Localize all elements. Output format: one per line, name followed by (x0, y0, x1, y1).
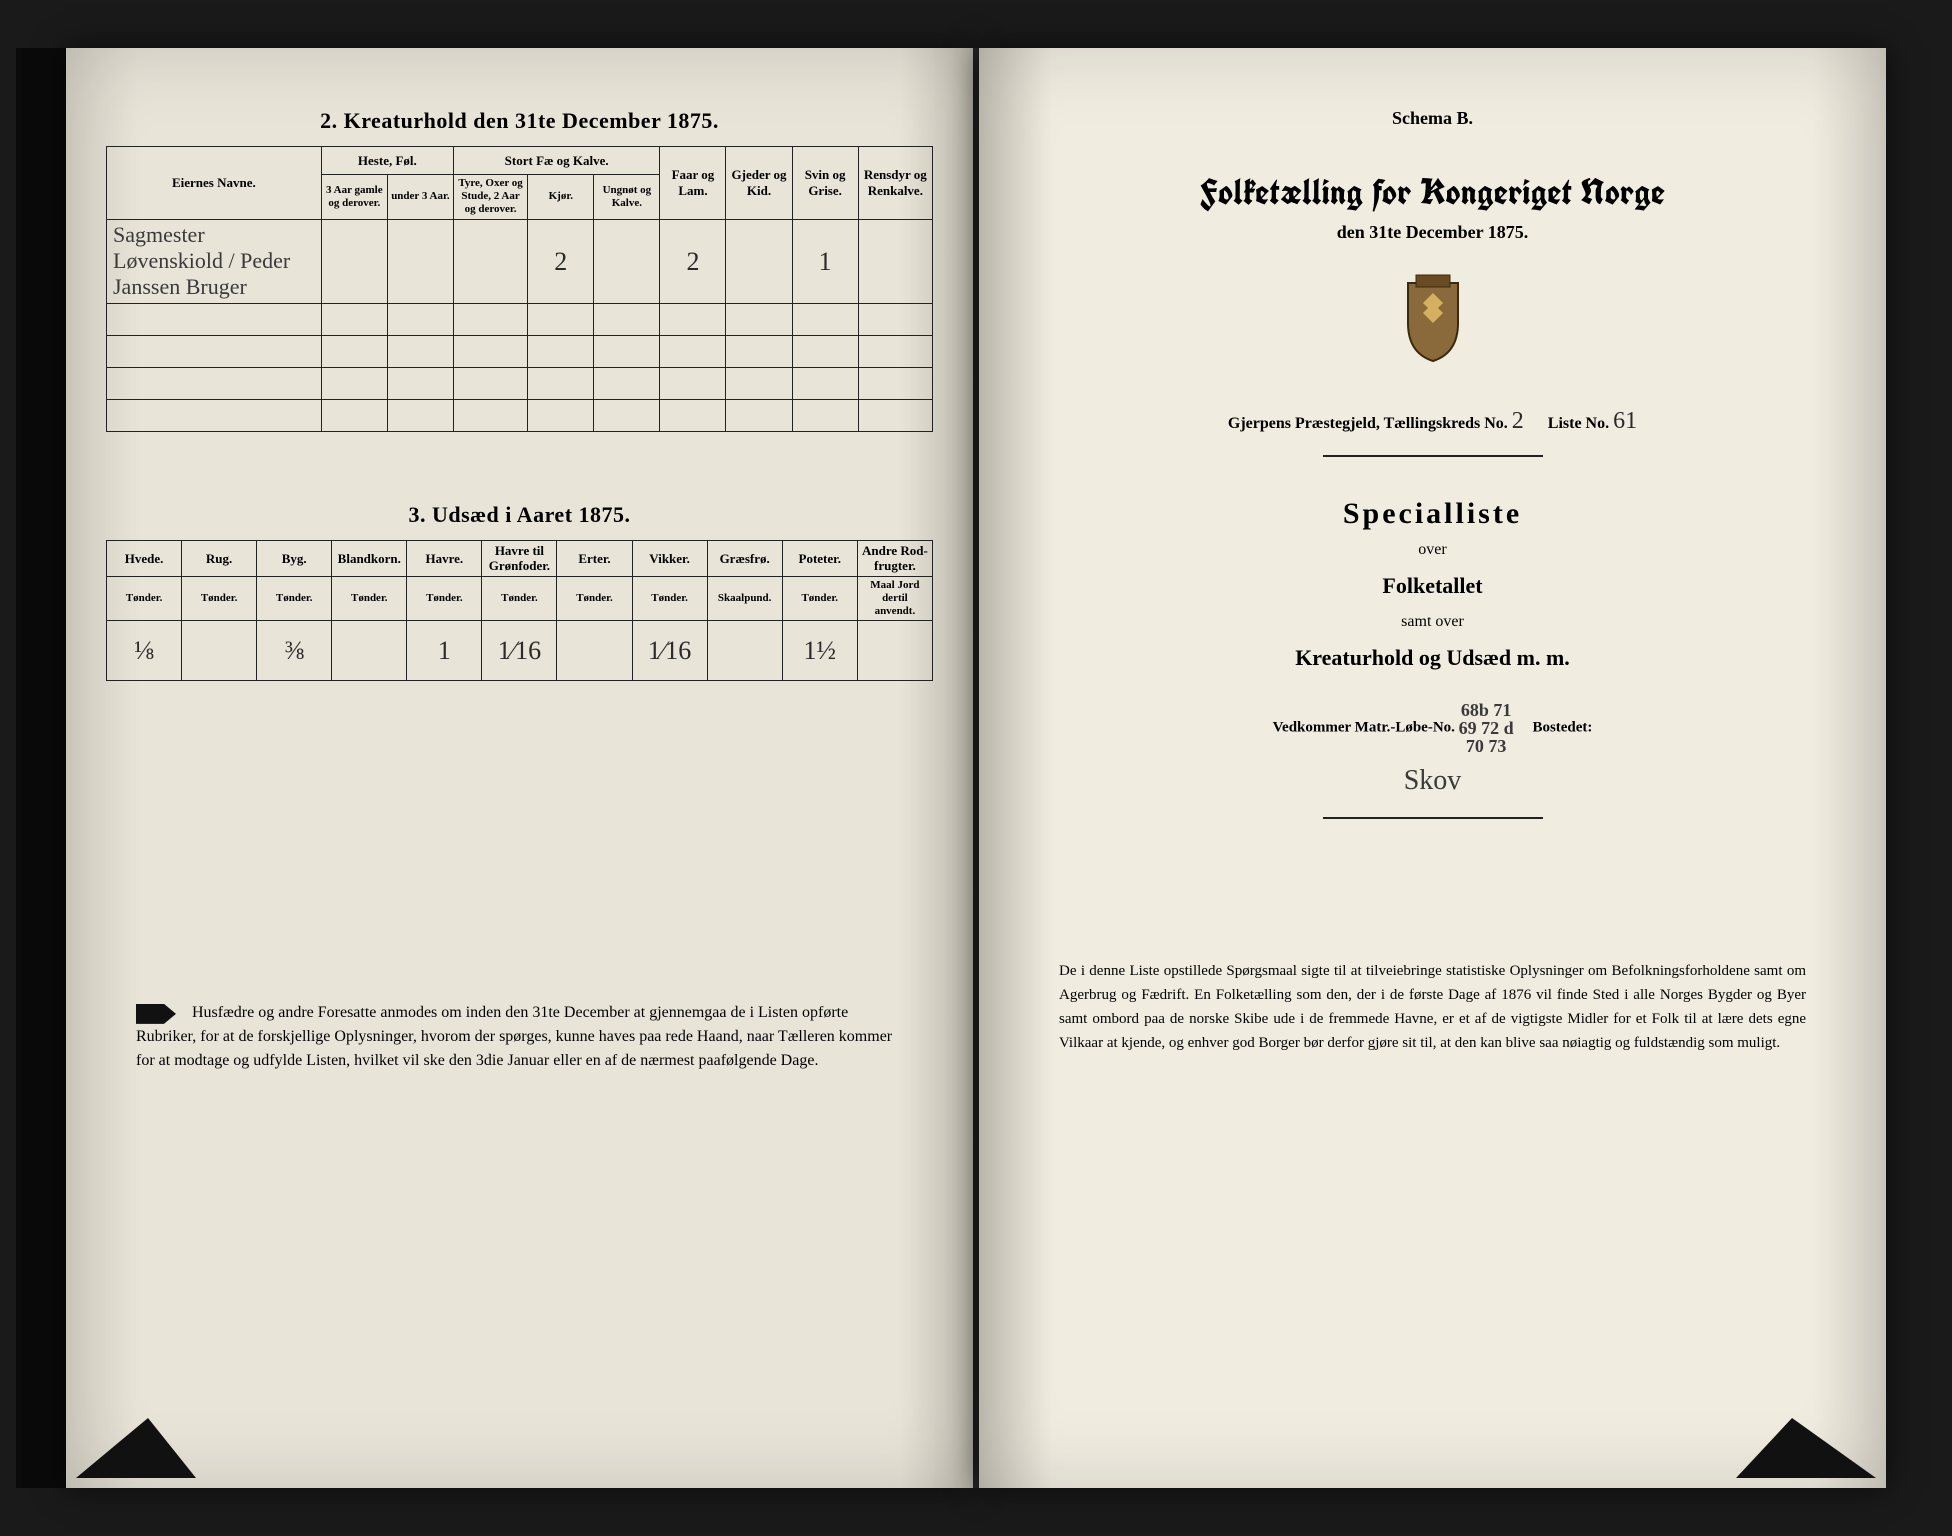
subcol: Tønder. (107, 576, 182, 621)
cell: 2 (660, 219, 726, 303)
spec-folketallet: Folketallet (1019, 573, 1846, 599)
cell (857, 621, 932, 681)
col: Byg. (257, 540, 332, 576)
subcol: Tønder. (182, 576, 257, 621)
pointing-hand-icon (136, 1004, 176, 1024)
subcol: Tønder. (407, 576, 482, 621)
liste-number: 61 (1613, 408, 1637, 434)
col: Blandkorn. (332, 540, 407, 576)
matr-numbers: 68b 71 69 72 d 70 73 (1459, 701, 1514, 755)
cell: 1⁄16 (482, 621, 557, 681)
cell: 1 (407, 621, 482, 681)
col-pigs: Svin og Grise. (792, 147, 858, 220)
table-row (107, 303, 933, 335)
cell: 2 (528, 219, 594, 303)
left-page: 2. Kreaturhold den 31te December 1875. E… (66, 48, 973, 1488)
bostedet-label: Bostedet: (1532, 719, 1592, 735)
cell (858, 219, 932, 303)
subcol: Tyre, Oxer og Stude, 2 Aar og derover. (453, 175, 527, 220)
cell (321, 219, 387, 303)
cell (453, 219, 527, 303)
cell (332, 621, 407, 681)
subcol: Tønder. (482, 576, 557, 621)
subcol: Tønder. (332, 576, 407, 621)
subcol: Skaalpund. (707, 576, 782, 621)
subcol: Ungnøt og Kalve. (594, 175, 660, 220)
table-row: Sagmester Løvenskiold / Peder Janssen Br… (107, 219, 933, 303)
table-header-row: Hvede. Rug. Byg. Blandkorn. Havre. Havre… (107, 540, 933, 576)
table-row (107, 399, 933, 431)
footnote-text: Husfædre og andre Foresatte anmodes om i… (136, 1004, 892, 1069)
cell: 1½ (782, 621, 857, 681)
bostedet-value: Skov (1019, 765, 1846, 797)
owner-name: Sagmester Løvenskiold / Peder Janssen Br… (107, 219, 322, 303)
coat-of-arms-icon (1019, 273, 1846, 368)
table-row: ⅛ ⅜ 1 1⁄16 1⁄16 1½ (107, 621, 933, 681)
col: Hvede. (107, 540, 182, 576)
cell: 1 (792, 219, 858, 303)
table-header-row: Eiernes Navne. Heste, Føl. Stort Fæ og K… (107, 147, 933, 175)
divider (1323, 817, 1543, 819)
section2-title: 2. Kreaturhold den 31te December 1875. (106, 108, 933, 134)
table-row (107, 335, 933, 367)
col-cattle: Stort Fæ og Kalve. (453, 147, 659, 175)
subcol: under 3 Aar. (387, 175, 453, 220)
page-clip-icon (1736, 1418, 1876, 1478)
right-footnote: De i denne Liste opstillede Spørgsmaal s… (1019, 959, 1846, 1055)
col-owners: Eiernes Navne. (107, 147, 322, 220)
cell: ⅜ (257, 621, 332, 681)
left-footnote: Husfædre og andre Foresatte anmodes om i… (106, 1001, 933, 1073)
col: Erter. (557, 540, 632, 576)
spec-samt: samt over (1019, 613, 1846, 631)
subcol: Tønder. (257, 576, 332, 621)
district-label: Gjerpens Præstegjeld, Tællingskreds No. (1228, 415, 1508, 432)
col: Havre. (407, 540, 482, 576)
cell (557, 621, 632, 681)
cell (726, 219, 792, 303)
census-title: Folketælling for Kongeriget Norge (1019, 169, 1846, 216)
cell (387, 219, 453, 303)
section3-title: 3. Udsæd i Aaret 1875. (106, 502, 933, 528)
spec-kreatur: Kreaturhold og Udsæd m. m. (1019, 645, 1846, 671)
liste-label: Liste No. (1548, 415, 1609, 432)
col-sheep: Faar og Lam. (660, 147, 726, 220)
col-reindeer: Rensdyr og Renkalve. (858, 147, 932, 220)
col: Græsfrø. (707, 540, 782, 576)
col: Havre til Grønfoder. (482, 540, 557, 576)
cell (707, 621, 782, 681)
subcol: 3 Aar gamle og derover. (321, 175, 387, 220)
cell (594, 219, 660, 303)
schema-label: Schema B. (1019, 108, 1846, 129)
subcol: Maal Jord dertil anvendt. (857, 576, 932, 621)
specialliste-title: Specialliste (1019, 497, 1846, 531)
page-clip-icon (76, 1418, 196, 1478)
divider (1323, 455, 1543, 457)
district-number: 2 (1512, 408, 1524, 434)
table-subheader-row: Tønder. Tønder. Tønder. Tønder. Tønder. … (107, 576, 933, 621)
census-subtitle: den 31te December 1875. (1019, 222, 1846, 243)
district-line: Gjerpens Præstegjeld, Tællingskreds No. … (1019, 408, 1846, 435)
spec-over: over (1019, 541, 1846, 559)
col-horses: Heste, Føl. (321, 147, 453, 175)
cell: 1⁄16 (632, 621, 707, 681)
table-row (107, 367, 933, 399)
seed-table: Hvede. Rug. Byg. Blandkorn. Havre. Havre… (106, 540, 933, 682)
book-spread: 2. Kreaturhold den 31te December 1875. E… (66, 48, 1886, 1488)
col: Rug. (182, 540, 257, 576)
col: Andre Rod-frugter. (857, 540, 932, 576)
vedk-label: Vedkommer Matr.-Løbe-No. (1273, 719, 1455, 735)
right-page: Schema B. Folketælling for Kongeriget No… (979, 48, 1886, 1488)
subcol: Tønder. (632, 576, 707, 621)
livestock-table: Eiernes Navne. Heste, Føl. Stort Fæ og K… (106, 146, 933, 432)
subcol: Kjør. (528, 175, 594, 220)
subcol: Tønder. (782, 576, 857, 621)
col: Vikker. (632, 540, 707, 576)
col: Poteter. (782, 540, 857, 576)
matr-line: Vedkommer Matr.-Løbe-No. 68b 71 69 72 d … (1019, 701, 1846, 755)
cell (182, 621, 257, 681)
binding-edge (16, 48, 66, 1488)
col-goats: Gjeder og Kid. (726, 147, 792, 220)
subcol: Tønder. (557, 576, 632, 621)
cell: ⅛ (107, 621, 182, 681)
